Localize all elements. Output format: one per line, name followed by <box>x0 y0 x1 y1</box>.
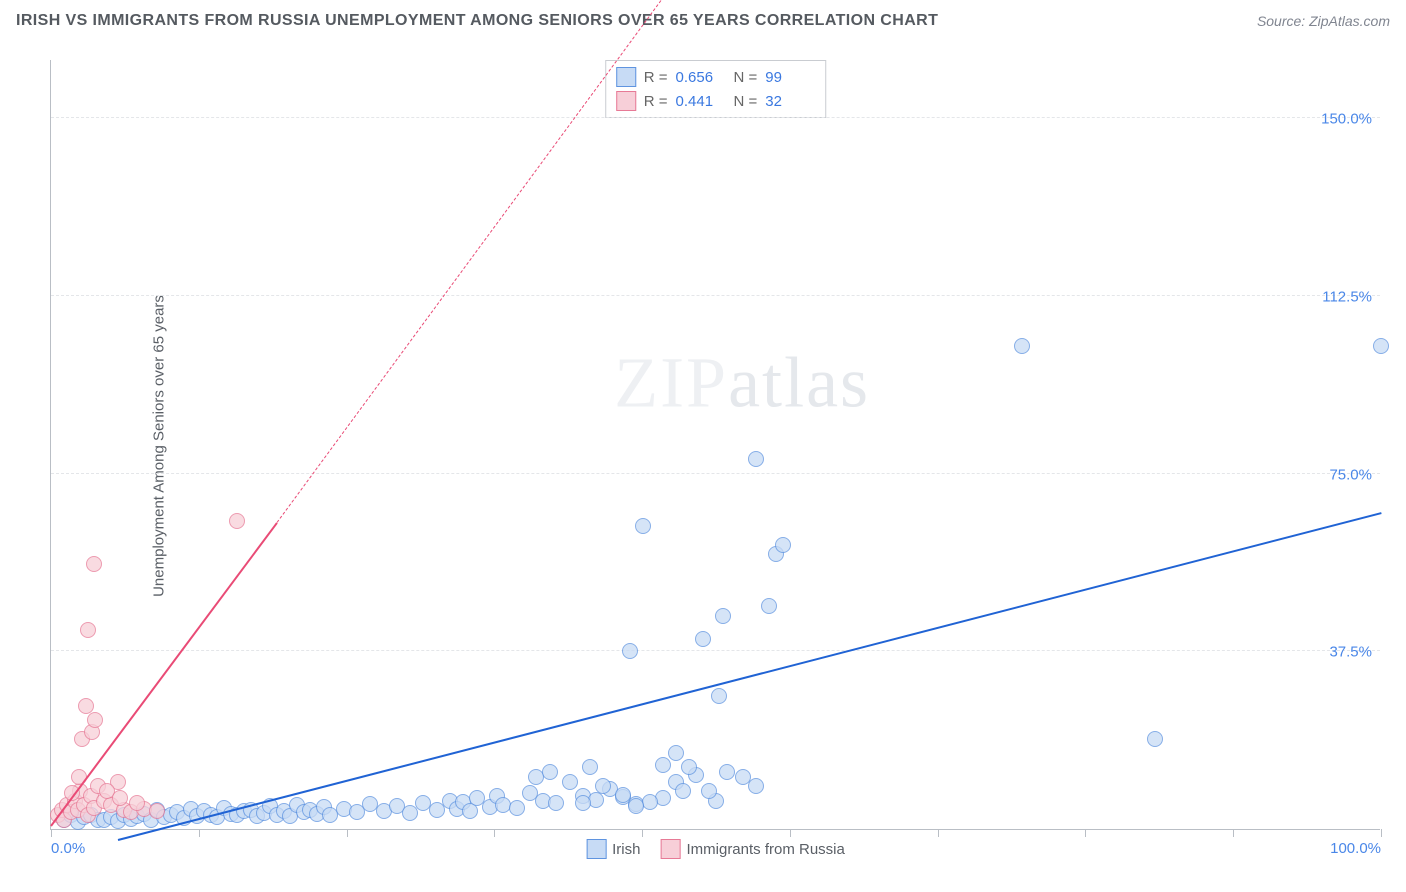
data-point <box>112 790 128 806</box>
data-point <box>711 688 727 704</box>
data-point <box>628 798 644 814</box>
legend-row-irish: R = 0.656 N = 99 <box>616 65 816 89</box>
data-point <box>668 745 684 761</box>
y-tick-label: 75.0% <box>1329 466 1372 483</box>
x-tick <box>199 829 200 837</box>
data-point <box>229 513 245 529</box>
y-tick-label: 112.5% <box>1322 288 1372 305</box>
x-tick <box>1381 829 1382 837</box>
y-tick-label: 150.0% <box>1321 111 1372 128</box>
data-point <box>1147 731 1163 747</box>
n-label: N = <box>734 69 758 86</box>
data-point <box>582 759 598 775</box>
data-point <box>87 712 103 728</box>
watermark-zip: ZIP <box>614 342 728 422</box>
swatch-russia <box>616 91 636 111</box>
data-point <box>542 764 558 780</box>
legend-item-russia: Immigrants from Russia <box>660 839 844 859</box>
x-tick <box>494 829 495 837</box>
legend-label-russia: Immigrants from Russia <box>686 841 844 858</box>
gridline <box>51 295 1380 296</box>
x-tick <box>938 829 939 837</box>
x-tick-label: 0.0% <box>51 840 85 857</box>
data-point <box>129 795 145 811</box>
data-point <box>675 783 691 799</box>
data-point <box>748 451 764 467</box>
x-tick-label: 100.0% <box>1330 840 1381 857</box>
x-tick <box>790 829 791 837</box>
trend-line <box>50 522 278 826</box>
data-point <box>562 774 578 790</box>
legend-label-irish: Irish <box>612 841 640 858</box>
data-point <box>575 795 591 811</box>
swatch-russia <box>660 839 680 859</box>
gridline <box>51 650 1380 651</box>
data-point <box>1014 338 1030 354</box>
r-label: R = <box>644 69 668 86</box>
swatch-irish <box>616 67 636 87</box>
series-legend: Irish Immigrants from Russia <box>586 839 845 859</box>
source-label: Source: <box>1257 13 1305 29</box>
trend-line <box>117 513 1381 842</box>
x-tick <box>642 829 643 837</box>
watermark-atlas: atlas <box>728 342 870 422</box>
data-point <box>695 631 711 647</box>
r-label: R = <box>644 93 668 110</box>
data-point <box>615 787 631 803</box>
data-point <box>509 800 525 816</box>
watermark: ZIPatlas <box>614 341 870 424</box>
n-label: N = <box>734 93 758 110</box>
data-point <box>595 778 611 794</box>
source-link[interactable]: ZipAtlas.com <box>1309 13 1390 29</box>
data-point <box>80 622 96 638</box>
data-point <box>86 556 102 572</box>
r-value-russia: 0.441 <box>676 93 726 110</box>
data-point <box>748 778 764 794</box>
n-value-irish: 99 <box>765 69 815 86</box>
data-point <box>775 537 791 553</box>
x-tick <box>1085 829 1086 837</box>
data-point <box>701 783 717 799</box>
data-point <box>715 608 731 624</box>
legend-item-irish: Irish <box>586 839 640 859</box>
data-point <box>548 795 564 811</box>
y-tick-label: 37.5% <box>1329 644 1372 661</box>
source-attribution: Source: ZipAtlas.com <box>1257 13 1390 29</box>
gridline <box>51 117 1380 118</box>
swatch-irish <box>586 839 606 859</box>
data-point <box>149 803 165 819</box>
x-tick <box>347 829 348 837</box>
legend-row-russia: R = 0.441 N = 32 <box>616 89 816 113</box>
correlation-legend: R = 0.656 N = 99 R = 0.441 N = 32 <box>605 60 827 118</box>
gridline <box>51 473 1380 474</box>
r-value-irish: 0.656 <box>676 69 726 86</box>
x-tick <box>51 829 52 837</box>
chart-title: IRISH VS IMMIGRANTS FROM RUSSIA UNEMPLOY… <box>16 12 938 30</box>
x-tick <box>1233 829 1234 837</box>
data-point <box>622 643 638 659</box>
data-point <box>719 764 735 780</box>
data-point <box>761 598 777 614</box>
data-point <box>635 518 651 534</box>
data-point <box>681 759 697 775</box>
data-point <box>1373 338 1389 354</box>
scatter-plot: ZIPatlas R = 0.656 N = 99 R = 0.441 N = … <box>50 60 1380 830</box>
n-value-russia: 32 <box>765 93 815 110</box>
data-point <box>655 757 671 773</box>
title-bar: IRISH VS IMMIGRANTS FROM RUSSIA UNEMPLOY… <box>16 12 1390 30</box>
data-point <box>78 698 94 714</box>
data-point <box>655 790 671 806</box>
